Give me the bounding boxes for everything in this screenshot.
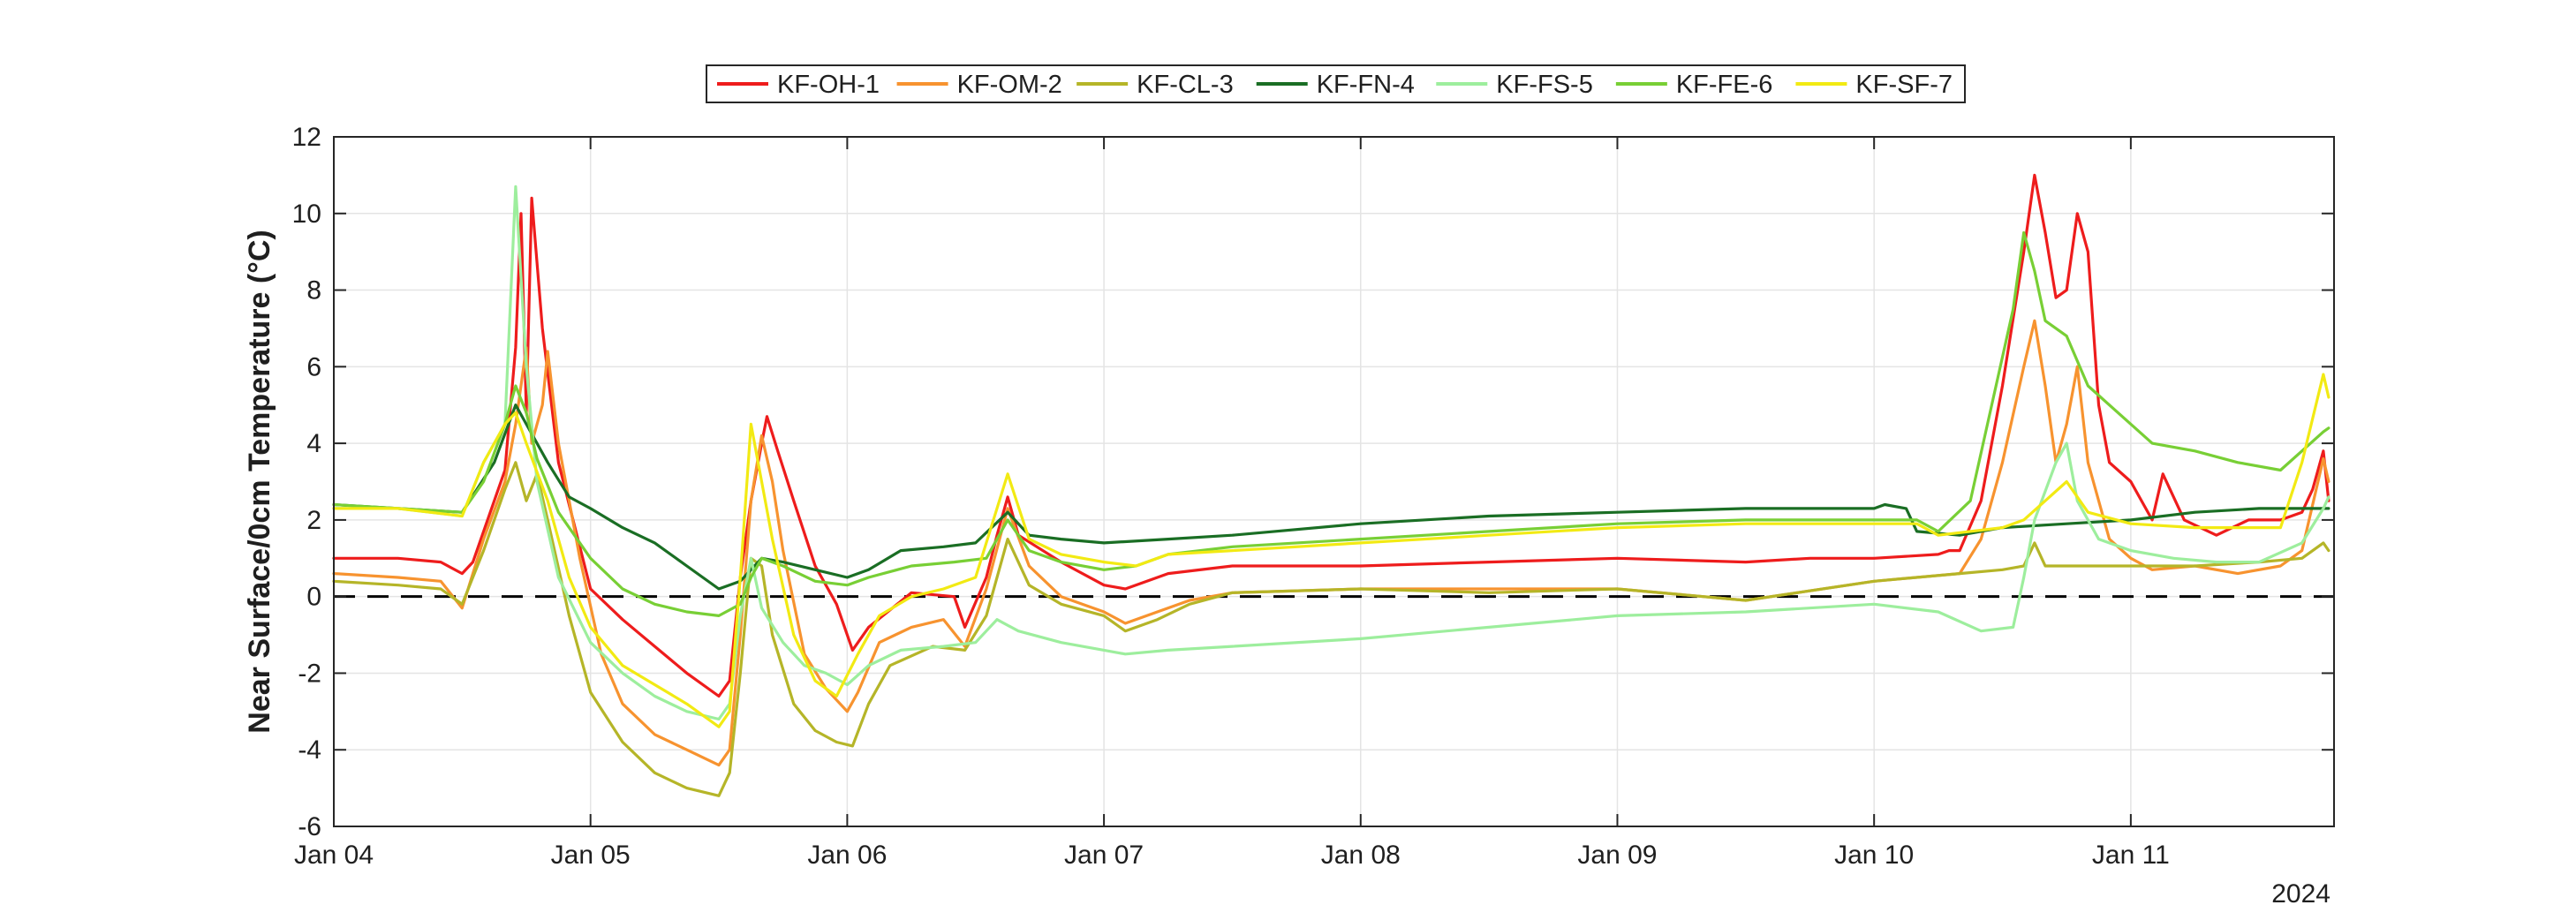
y-tick-label: 10 [292,200,321,229]
series-line-kf-fs-5 [332,185,2330,721]
y-tick-label: 0 [306,583,321,612]
series-line-kf-fe-6 [332,230,2330,617]
legend-entry-label[interactable]: KF-CL-3 [1137,71,1234,99]
x-tick-label: Jan 09 [1577,841,1657,870]
legend-entry-label[interactable]: KF-OM-2 [957,71,1062,99]
y-tick-label: 8 [306,276,321,305]
y-tick-label: -2 [298,659,321,688]
ticks: -6 -4 -2 0 2 4 6 8 10 12 Jan 04 Jan 05 Jan 06 Jan 07 J… [292,123,2334,870]
legend-entry-label[interactable]: KF-OH-1 [777,71,880,99]
series-line-kf-oh-1 [332,173,2330,698]
y-tick-label: 4 [306,429,321,458]
y-tick-label: 6 [306,352,321,381]
legend-entry-label[interactable]: KF-FN-4 [1317,71,1415,99]
y-axis-title: Near Surface/0cm Temperature (°C) [243,230,276,733]
y-tick-label: -6 [298,812,321,841]
y-tick-label: 2 [306,506,321,535]
legend-entry-label[interactable]: KF-SF-7 [1855,71,1953,99]
series-line-kf-fn-4 [332,403,2330,591]
x-tick-label: Jan 06 [807,841,887,870]
plot-frame [333,136,2335,827]
y-tick-label: 12 [292,123,321,152]
legend-entry-label[interactable]: KF-FE-6 [1676,71,1773,99]
x-tick-label: Jan 10 [1834,841,1914,870]
x-tick-label: Jan 11 [2092,841,2170,870]
x-tick-label: Jan 08 [1321,841,1401,870]
x-tick-label: Jan 04 [294,841,374,870]
series-line-kf-sf-7 [332,373,2330,728]
series-line-kf-om-2 [332,319,2330,767]
x-year-label: 2024 [2271,879,2330,909]
series-layer [332,173,2330,797]
legend-entry-label[interactable]: KF-FS-5 [1496,71,1593,99]
x-tick-label: Jan 07 [1064,841,1144,870]
x-tick-label: Jan 05 [551,841,631,870]
y-tick-label: -4 [298,735,321,765]
legend[interactable]: KF-OH-1 KF-OM-2 KF-CL-3 KF-FN-4 KF-FS-5 KF-FE… [706,64,1966,103]
